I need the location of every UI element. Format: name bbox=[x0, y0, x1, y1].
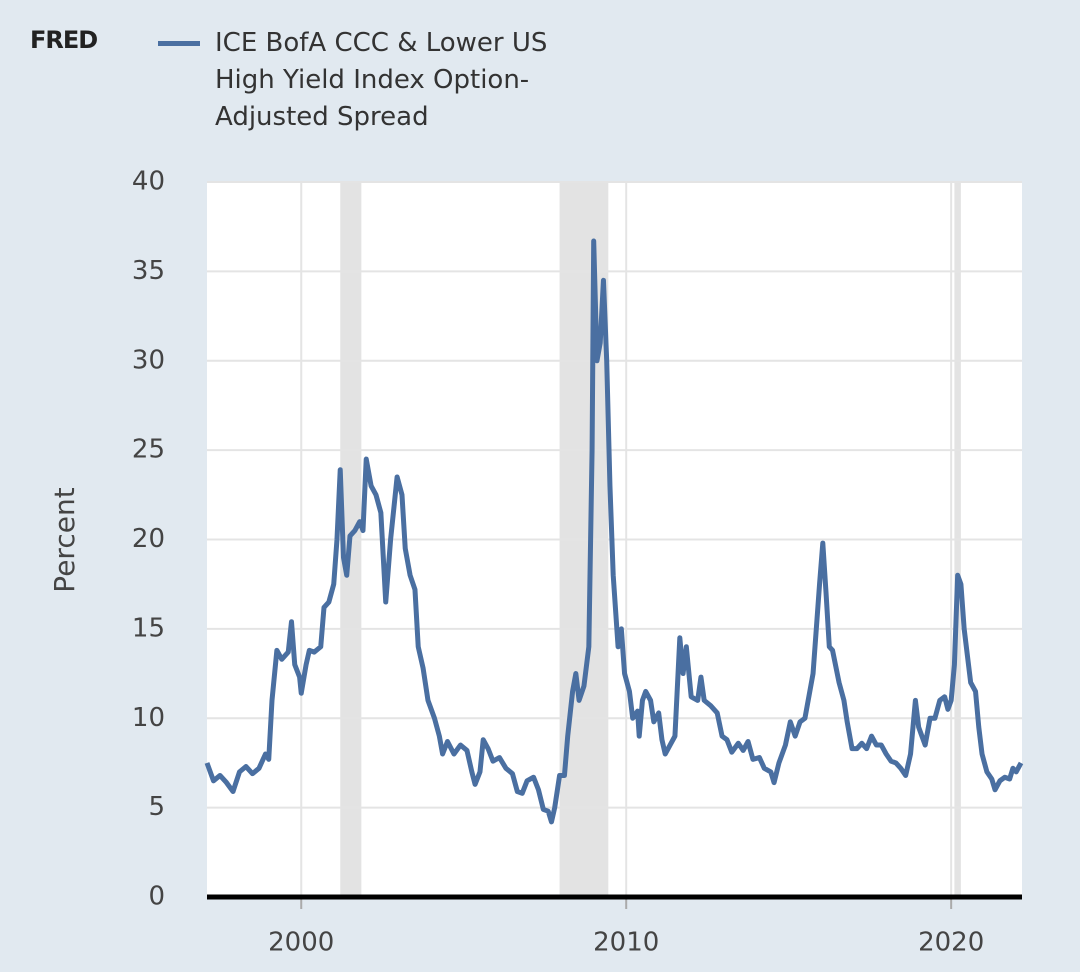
data-line bbox=[204, 238, 1024, 825]
y-axis-label: Percent bbox=[48, 487, 81, 592]
x-tick-label: 2000 bbox=[268, 928, 334, 958]
y-tick-label: 15 bbox=[132, 613, 165, 643]
legend-swatch bbox=[158, 41, 200, 46]
y-tick-label: 25 bbox=[132, 435, 165, 465]
x-tick-label: 2010 bbox=[593, 928, 659, 958]
legend-label: ICE BofA CCC & Lower US High Yield Index… bbox=[215, 28, 548, 132]
y-tick-label: 35 bbox=[132, 256, 165, 286]
y-tick-label: 0 bbox=[148, 882, 165, 912]
y-tick-label: 20 bbox=[132, 524, 165, 554]
y-tick-label: 5 bbox=[148, 792, 165, 822]
y-tick-label: 10 bbox=[132, 703, 165, 733]
x-tick-label: 2020 bbox=[918, 928, 984, 958]
y-tick-label: 40 bbox=[132, 167, 165, 197]
y-tick-label: 30 bbox=[132, 345, 165, 375]
logo: FRED bbox=[30, 26, 98, 54]
